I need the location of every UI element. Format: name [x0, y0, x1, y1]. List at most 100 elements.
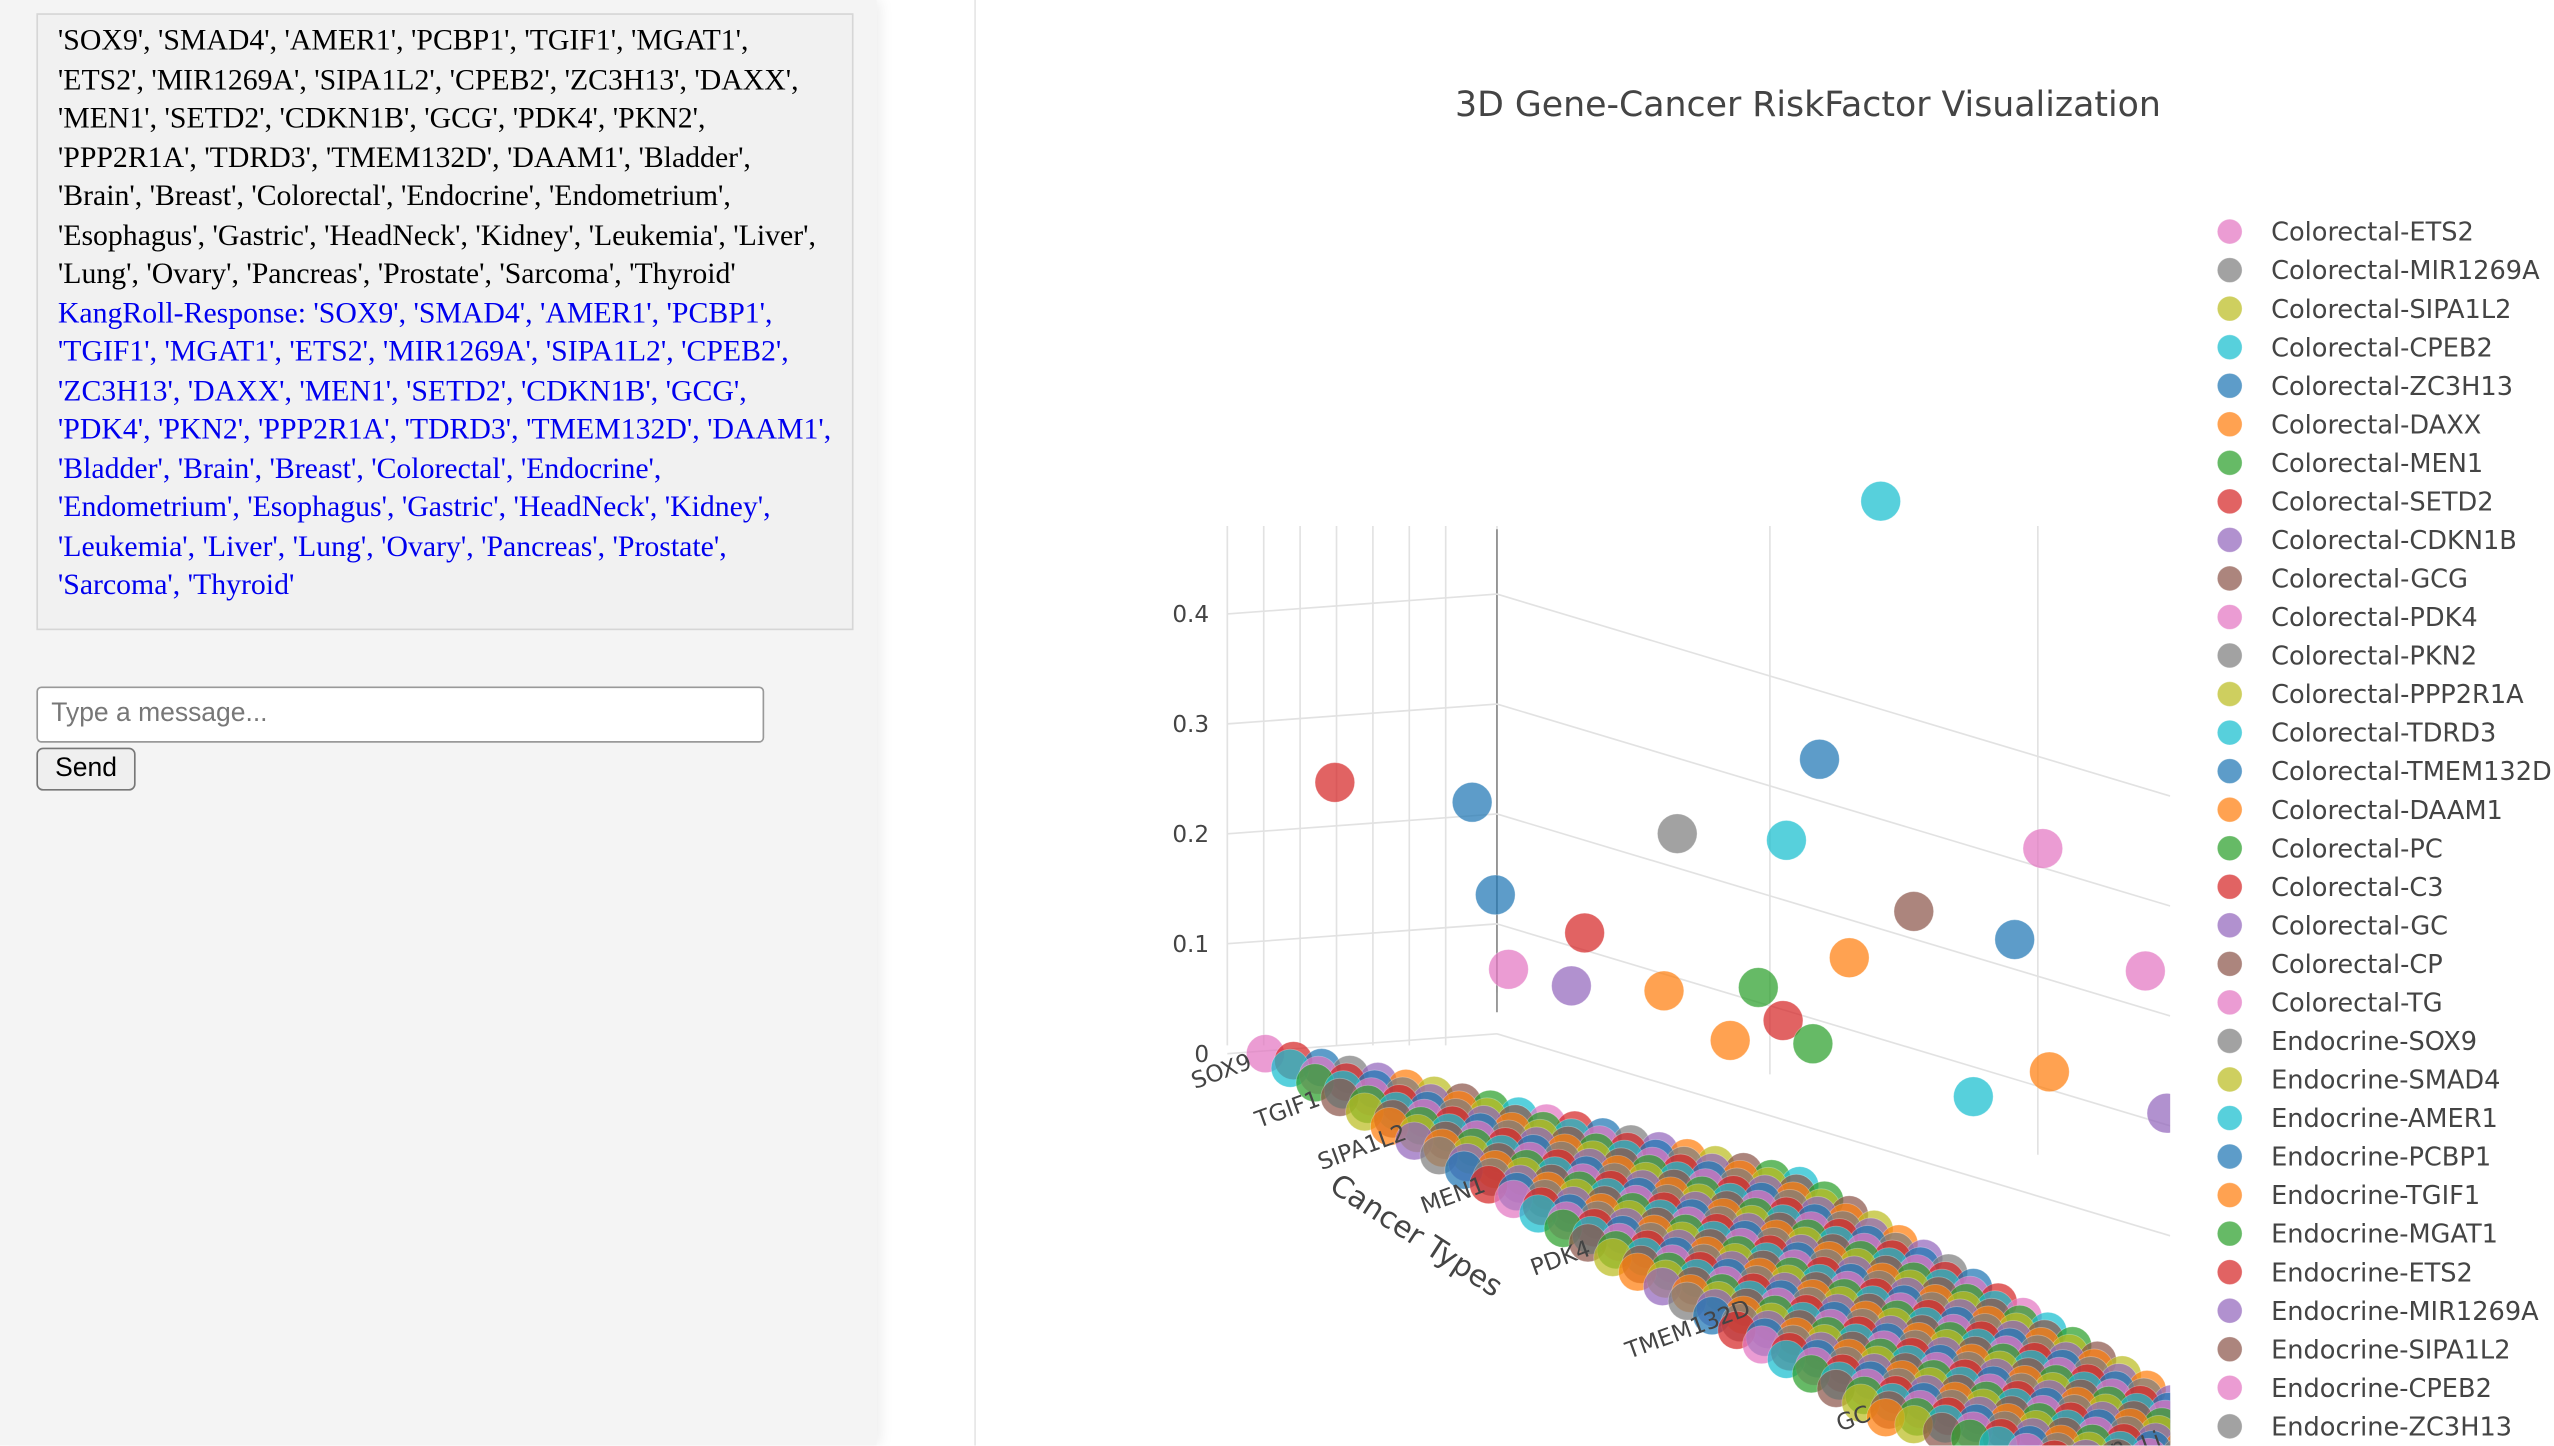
legend-label[interactable]: Endocrine-MGAT1: [2271, 1220, 2498, 1250]
point: [2133, 1437, 2165, 1446]
point: [2125, 950, 2166, 992]
chat-panel: 'SOX9', 'SMAD4', 'AMER1', 'PCBP1', 'TGIF…: [0, 0, 877, 1446]
legend-label[interactable]: Colorectal-CPEB2: [2271, 333, 2493, 363]
legend-label[interactable]: Endocrine-CPEB2: [2271, 1374, 2492, 1404]
point: [2071, 1439, 2101, 1446]
divider: [974, 0, 976, 1446]
grid-line: [1227, 923, 1498, 945]
legend-marker: [2216, 642, 2243, 669]
grid-line: [1227, 703, 1498, 725]
point: [1860, 480, 1901, 522]
point: [1709, 1020, 1751, 1061]
legend-label[interactable]: Colorectal-PKN2: [2271, 642, 2477, 672]
legend-marker: [2216, 1336, 2243, 1363]
legend-marker: [2216, 604, 2243, 630]
legend-label[interactable]: Colorectal-PPP2R1A: [2271, 680, 2524, 710]
z-tick-label: 0.3: [1172, 712, 1209, 738]
point: [2193, 1437, 2231, 1446]
send-button[interactable]: Send: [36, 747, 136, 791]
legend-marker: [2216, 1220, 2243, 1247]
legend-marker: [2216, 796, 2243, 823]
point: [1953, 1076, 1994, 1117]
legend-label[interactable]: Endocrine-SMAD4: [2271, 1066, 2500, 1096]
legend-marker: [2216, 218, 2243, 245]
legend-label[interactable]: Endocrine-MIR1269A: [2271, 1297, 2539, 1327]
grid-line: [1496, 703, 2171, 907]
point: [2171, 1415, 2209, 1446]
legend-marker: [2216, 411, 2243, 438]
legend-marker: [2216, 1374, 2243, 1401]
legend-label[interactable]: Colorectal-SIPA1L2: [2271, 295, 2511, 325]
point: [1656, 813, 1698, 854]
point: [1994, 919, 2035, 960]
legend-label[interactable]: Endocrine-AMER1: [2271, 1104, 2498, 1134]
legend-label[interactable]: Colorectal-TG: [2271, 988, 2442, 1018]
legend-marker: [2216, 873, 2243, 900]
legend-label[interactable]: Colorectal-SETD2: [2271, 487, 2493, 517]
grid-line: [1227, 813, 1498, 835]
point: [1551, 965, 1592, 1007]
message-box: 'SOX9', 'SMAD4', 'AMER1', 'PCBP1', 'TGIF…: [36, 13, 854, 630]
legend-label[interactable]: Colorectal-TMEM132D: [2271, 757, 2552, 787]
legend: Colorectal-ETS2 Colorectal-MIR1269A Colore…: [2216, 218, 2552, 1442]
legend-marker: [2216, 372, 2243, 399]
legend-marker: [2216, 1259, 2243, 1285]
legend-marker: [2216, 257, 2243, 283]
legend-label[interactable]: Colorectal-DAXX: [2271, 410, 2481, 440]
grid-line: [1496, 593, 2171, 797]
legend-marker: [2216, 951, 2243, 977]
point: [1792, 1023, 1834, 1064]
legend-marker: [2216, 719, 2243, 746]
legend-label[interactable]: Endocrine-ETS2: [2271, 1258, 2473, 1288]
legend-marker: [2216, 989, 2243, 1016]
legend-label[interactable]: Colorectal-MEN1: [2271, 449, 2483, 479]
point: [1829, 937, 1870, 978]
legend-marker: [2216, 1143, 2243, 1170]
legend-marker: [2216, 449, 2243, 476]
legend-label[interactable]: Endocrine-SOX9: [2271, 1027, 2477, 1057]
legend-label[interactable]: Colorectal-GC: [2271, 911, 2448, 941]
legend-label[interactable]: Colorectal-PDK4: [2271, 603, 2478, 633]
z-tick-label: 0.4: [1172, 602, 1209, 628]
message-input[interactable]: [36, 686, 765, 743]
legend-label[interactable]: Endocrine-TGIF1: [2271, 1181, 2480, 1211]
legend-marker: [2216, 1413, 2243, 1440]
legend-label[interactable]: Colorectal-TDRD3: [2271, 719, 2496, 749]
z-tick-label: 0.2: [1172, 822, 1209, 848]
legend-label[interactable]: Endocrine-ZC3H13: [2271, 1412, 2512, 1442]
point: [1488, 949, 1529, 990]
axis-tick-label: TGIF1: [1251, 1086, 1324, 1134]
user-message: 'SOX9', 'SMAD4', 'AMER1', 'PCBP1', 'TGIF…: [57, 23, 816, 290]
grid-line: [1227, 593, 1498, 615]
point: [2022, 828, 2064, 869]
point: [1762, 1000, 1804, 1041]
legend-marker: [2216, 334, 2243, 361]
legend-label[interactable]: Colorectal-GCG: [2271, 565, 2468, 595]
legend-label[interactable]: Colorectal-ETS2: [2271, 218, 2474, 248]
legend-marker: [2216, 527, 2243, 553]
point: [1643, 970, 1685, 1012]
legend-label[interactable]: Colorectal-ZC3H13: [2271, 372, 2513, 402]
z-tick-label: 0.1: [1172, 932, 1209, 958]
grid-line: [1496, 1033, 2171, 1237]
legend-marker: [2216, 835, 2243, 862]
legend-marker: [2216, 1066, 2243, 1093]
point: [2178, 1400, 2216, 1438]
point: [2029, 1051, 2070, 1093]
point: [2167, 1431, 2171, 1446]
legend-label[interactable]: Colorectal-DAAM1: [2271, 796, 2503, 826]
legend-label[interactable]: Colorectal-MIR1269A: [2271, 256, 2540, 286]
legend-label[interactable]: Colorectal-CP: [2271, 950, 2443, 980]
legend-label[interactable]: Colorectal-CDKN1B: [2271, 526, 2517, 556]
legend-marker: [2216, 1105, 2243, 1131]
legend-label[interactable]: Colorectal-C3: [2271, 873, 2444, 903]
point: [1451, 781, 1493, 823]
legend-label[interactable]: Endocrine-PCBP1: [2271, 1143, 2491, 1173]
legend-label[interactable]: Endocrine-SIPA1L2: [2271, 1335, 2510, 1365]
bot-response: KangRoll-Response: 'SOX9', 'SMAD4', 'AME…: [57, 295, 832, 601]
legend-marker: [2216, 1182, 2243, 1208]
point: [2174, 1407, 2212, 1445]
plot-area: 00.10.20.30.4SOX9TGIF1SIPA1L2MEN1PDK4TME…: [1172, 480, 2231, 1446]
legend-label[interactable]: Colorectal-PC: [2271, 834, 2443, 864]
